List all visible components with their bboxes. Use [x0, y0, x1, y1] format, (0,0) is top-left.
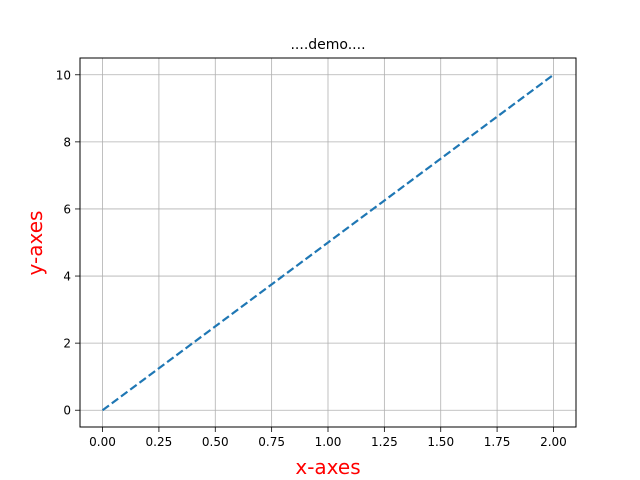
y-tick-label: 6: [63, 202, 71, 216]
x-tick-label: 2.00: [540, 435, 567, 449]
y-axis-label: y-axes: [23, 211, 47, 276]
x-tick-label: 1.00: [315, 435, 342, 449]
series-line: [101, 73, 555, 412]
x-tick-label: 0.75: [258, 435, 285, 449]
x-tick-label: 1.50: [427, 435, 454, 449]
series-layer: [101, 73, 555, 412]
x-tick-label: 1.25: [371, 435, 398, 449]
x-tick-label: 0.00: [89, 435, 116, 449]
y-tick-label: 4: [63, 270, 71, 284]
y-tick-label: 10: [56, 68, 71, 82]
x-tick-label: 0.25: [146, 435, 173, 449]
y-tick-label: 2: [63, 337, 71, 351]
x-axis-ticks: 0.00 0.25 0.50 0.75 1.00 1.25 1.50 1.75 2.00: [89, 427, 567, 449]
y-tick-label: 8: [63, 135, 71, 149]
x-tick-label: 1.75: [484, 435, 511, 449]
chart-title: ....demo....: [290, 37, 365, 53]
x-tick-label: 0.50: [202, 435, 229, 449]
y-axis-ticks: 0 2 4 6 8 10: [56, 68, 80, 418]
y-tick-label: 0: [63, 404, 71, 418]
x-axis-label: x-axes: [295, 455, 360, 479]
